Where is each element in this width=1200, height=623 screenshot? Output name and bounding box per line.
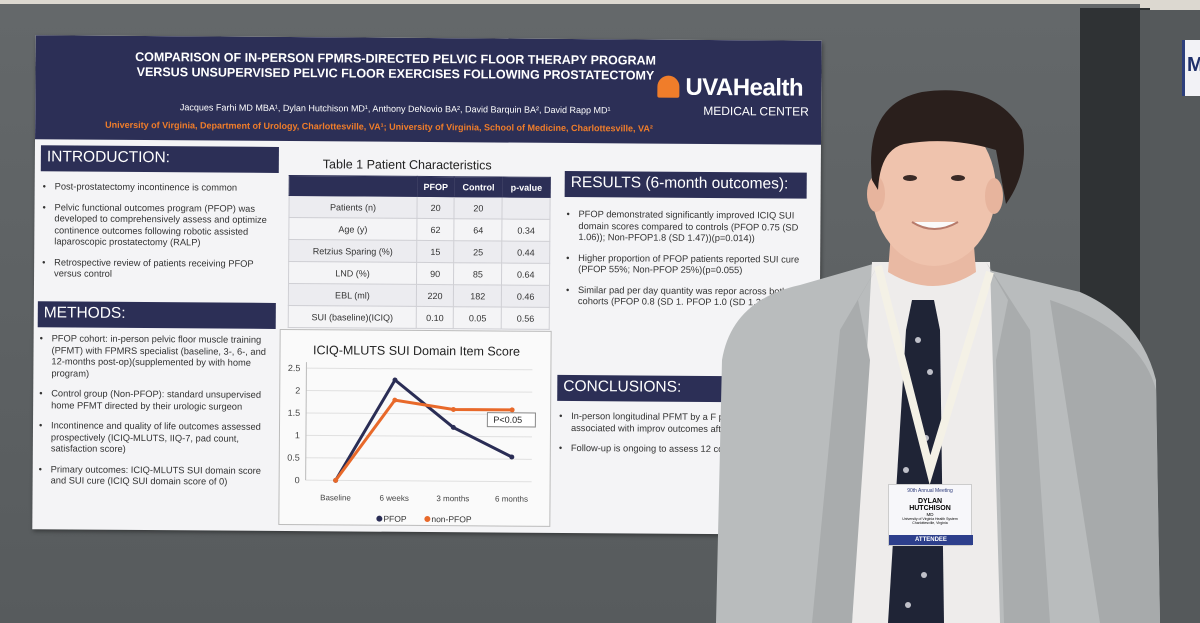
x-tick-label: 6 months [495,494,528,503]
y-tick-label: 1 [295,430,300,440]
data-point [450,407,456,413]
badge-last-name: HUTCHISON [909,505,951,512]
x-tick-label: 6 weeks [379,494,408,503]
gridline [306,367,533,371]
data-point [509,407,515,413]
gridline [305,457,532,460]
badge-degree: MD [926,512,934,517]
annotation-box [486,412,536,428]
gridline [306,390,533,393]
x-tick-label: Baseline [320,493,351,502]
eye-left [903,175,917,181]
y-tick-label: 0.5 [287,453,300,463]
badge-meeting: 90th Annual Meeting [907,488,953,494]
data-point [392,397,398,403]
gridline [305,434,532,438]
data-point [450,424,456,430]
jacket-lapel-right [986,262,1050,623]
y-tick-label: 2 [295,385,300,395]
legend-label: non-PFOP [431,514,472,524]
chart-title: ICIQ-MLUTS SUI Domain Item Score [313,343,520,358]
attendee-badge: 90th Annual Meeting DYLAN HUTCHISON MD U… [888,484,973,546]
eye-right [951,175,965,181]
y-tick-label: 0 [295,475,300,485]
adjacent-sign: M [1182,40,1200,96]
chart-canvas: ICIQ-MLUTS SUI Domain Item Score 0 0.5 1 1.5… [287,343,536,524]
badge-role: ATTENDEE [889,535,973,545]
ear-right [985,178,1003,214]
legend-marker [424,516,431,523]
y-axis [305,362,307,481]
badge-org: University of Virginia Health System Cha… [902,517,958,525]
face [872,114,996,266]
annotation-text: P<0.05 [493,415,522,425]
dark-hair [871,90,1024,204]
badge-first-name: DYLAN [917,498,943,505]
adjacent-sign-letter: M [1187,54,1200,76]
gridline [305,479,532,483]
legend-label: PFOP [383,514,407,524]
ear-left [867,176,885,212]
research-poster: COMPARISON OF IN-PERSON FPMRS-DIRECTED P… [32,35,822,535]
data-point [333,477,339,483]
lanyard [874,265,994,485]
jacket-lapel-left [812,262,880,623]
x-tick-label: 3 months [436,494,469,503]
iciq-line-chart: ICIQ-MLUTS SUI Domain Item Score 0 0.5 1 1.5… [278,328,552,527]
y-tick-label: 2.5 [288,363,301,373]
y-tick-label: 1.5 [288,408,301,418]
data-point [509,454,515,460]
smile [911,221,959,230]
data-point [392,377,398,383]
legend-marker [376,515,383,522]
jacket-shadow [1050,300,1160,623]
series-line-non-pfop [334,398,513,482]
